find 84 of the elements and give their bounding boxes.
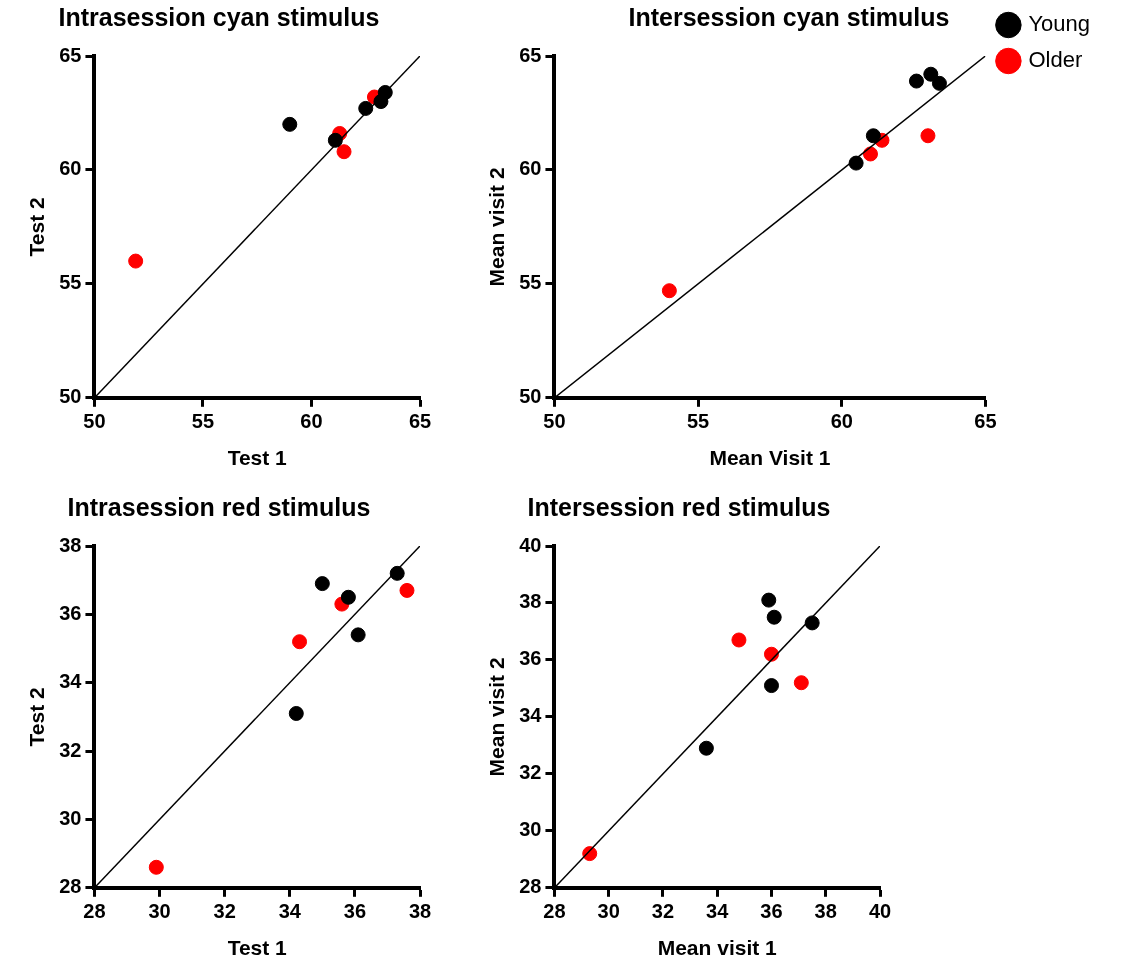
point xyxy=(377,84,393,100)
y-tick-label: 38 xyxy=(59,533,82,556)
point xyxy=(731,632,747,648)
point xyxy=(340,589,356,605)
y-tick-label: 30 xyxy=(59,806,82,829)
x-tick-label: 34 xyxy=(706,900,730,923)
point xyxy=(661,283,677,299)
x-axis-title: Test 1 xyxy=(227,936,288,960)
x-tick-label: 65 xyxy=(408,410,432,433)
y-axis-title: Mean visit 2 xyxy=(485,167,509,287)
y-axis-title: Test 2 xyxy=(25,197,49,257)
point xyxy=(327,132,343,148)
x-axis-title: Test 1 xyxy=(227,446,288,470)
y-tick-label: 34 xyxy=(519,704,543,727)
x-tick-label: 32 xyxy=(213,900,236,923)
x-tick-label: 36 xyxy=(343,900,367,923)
point xyxy=(292,634,308,650)
legend-label: Older xyxy=(1028,47,1083,73)
point xyxy=(128,253,144,269)
y-tick-label: 28 xyxy=(59,875,82,898)
point xyxy=(766,609,782,625)
y-tick-label: 32 xyxy=(519,761,542,784)
point xyxy=(763,678,779,694)
y-tick-label: 36 xyxy=(519,647,542,670)
x-tick-label: 60 xyxy=(300,410,323,433)
x-tick-label: 34 xyxy=(278,900,302,923)
y-tick-label: 34 xyxy=(59,670,83,693)
y-tick-label: 36 xyxy=(59,601,82,624)
y-axis-title: Mean visit 2 xyxy=(485,657,509,777)
point xyxy=(920,128,936,144)
x-tick-label: 65 xyxy=(974,410,997,433)
y-tick-label: 55 xyxy=(519,271,542,294)
y-tick-label: 38 xyxy=(519,590,542,613)
point xyxy=(931,75,947,91)
point xyxy=(288,705,304,721)
y-tick-label: 50 xyxy=(59,385,82,408)
x-axis-title: Mean Visit 1 xyxy=(709,446,831,470)
point xyxy=(862,146,878,162)
x-tick-label: 38 xyxy=(408,900,432,923)
chart-title: Intrasession red stimulus xyxy=(67,492,371,521)
point xyxy=(698,740,714,756)
point xyxy=(793,675,809,691)
y-tick-label: 50 xyxy=(519,385,542,408)
point xyxy=(336,144,352,160)
x-tick-label: 30 xyxy=(597,900,620,923)
y-tick-label: 32 xyxy=(59,738,82,761)
y-tick-label: 30 xyxy=(519,818,542,841)
point xyxy=(399,582,415,598)
x-tick-label: 32 xyxy=(651,900,675,923)
x-tick-label: 40 xyxy=(868,900,892,923)
point xyxy=(314,576,330,592)
point xyxy=(804,615,820,631)
y-axis-title: Test 2 xyxy=(25,687,49,747)
x-tick-label: 50 xyxy=(83,410,106,433)
y-tick-label: 60 xyxy=(59,157,82,180)
chart-title: Intersession red stimulus xyxy=(527,492,831,521)
y-tick-label: 40 xyxy=(519,533,542,556)
x-tick-label: 28 xyxy=(543,900,566,923)
x-tick-label: 30 xyxy=(148,900,171,923)
point xyxy=(148,859,164,875)
chart-title: Intrasession cyan stimulus xyxy=(58,2,380,31)
x-tick-label: 55 xyxy=(191,410,215,433)
y-tick-label: 60 xyxy=(519,157,542,180)
x-tick-label: 60 xyxy=(830,410,853,433)
x-axis-title: Mean visit 1 xyxy=(657,936,778,960)
point xyxy=(282,116,298,132)
y-tick-label: 28 xyxy=(519,875,542,898)
y-tick-label: 65 xyxy=(519,43,542,66)
chart-title: Intersession cyan stimulus xyxy=(628,2,950,31)
point xyxy=(761,592,777,608)
point xyxy=(358,100,374,116)
point xyxy=(389,565,405,581)
x-tick-label: 36 xyxy=(760,900,783,923)
point xyxy=(350,627,366,643)
x-tick-label: 55 xyxy=(686,410,710,433)
x-tick-label: 28 xyxy=(83,900,106,923)
legend-label: Young xyxy=(1028,11,1091,37)
point xyxy=(923,66,939,82)
y-tick-label: 55 xyxy=(59,271,82,294)
y-tick-label: 65 xyxy=(59,43,82,66)
point xyxy=(908,73,924,89)
x-tick-label: 38 xyxy=(814,900,837,923)
x-tick-label: 50 xyxy=(543,410,566,433)
point xyxy=(865,128,881,144)
